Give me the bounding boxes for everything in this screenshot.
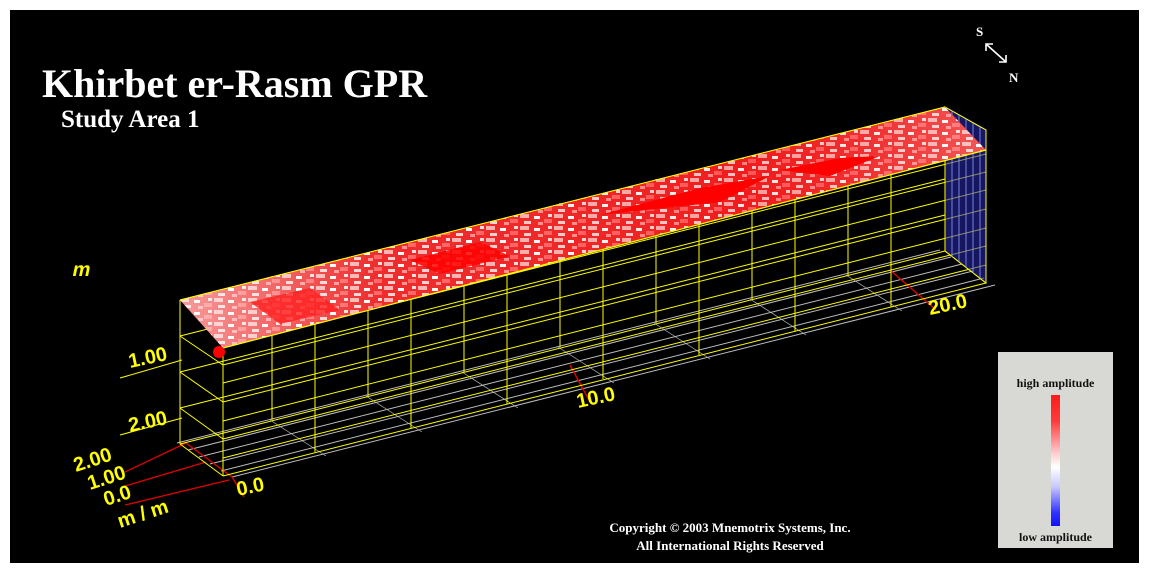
legend-high-label: high amplitude bbox=[1016, 376, 1095, 390]
gpr-3d-plot bbox=[119, 106, 996, 506]
page-subtitle: Study Area 1 bbox=[61, 106, 200, 133]
copyright-notice: Copyright © 2003 Mnemotrix Systems, Inc.… bbox=[570, 519, 890, 555]
compass-north-label: N bbox=[1009, 70, 1019, 85]
copyright-line-1: Copyright © 2003 Mnemotrix Systems, Inc. bbox=[609, 520, 851, 535]
gpr-visualization: Khirbet er-Rasm GPR Study Area 1 S N m 1… bbox=[10, 10, 1139, 563]
amplitude-slice bbox=[179, 106, 987, 358]
amplitude-legend: high amplitude low amplitude bbox=[998, 352, 1113, 548]
compass-south-label: S bbox=[976, 24, 984, 39]
legend-color-bar bbox=[1051, 395, 1060, 526]
compass-arrow-icon bbox=[985, 43, 1007, 63]
copyright-line-2: All International Rights Reserved bbox=[636, 538, 824, 553]
legend-low-label: low amplitude bbox=[1018, 530, 1092, 544]
length-axis-lines bbox=[231, 269, 937, 498]
width-grid bbox=[124, 442, 233, 506]
page-title: Khirbet er-Rasm GPR bbox=[42, 61, 428, 106]
